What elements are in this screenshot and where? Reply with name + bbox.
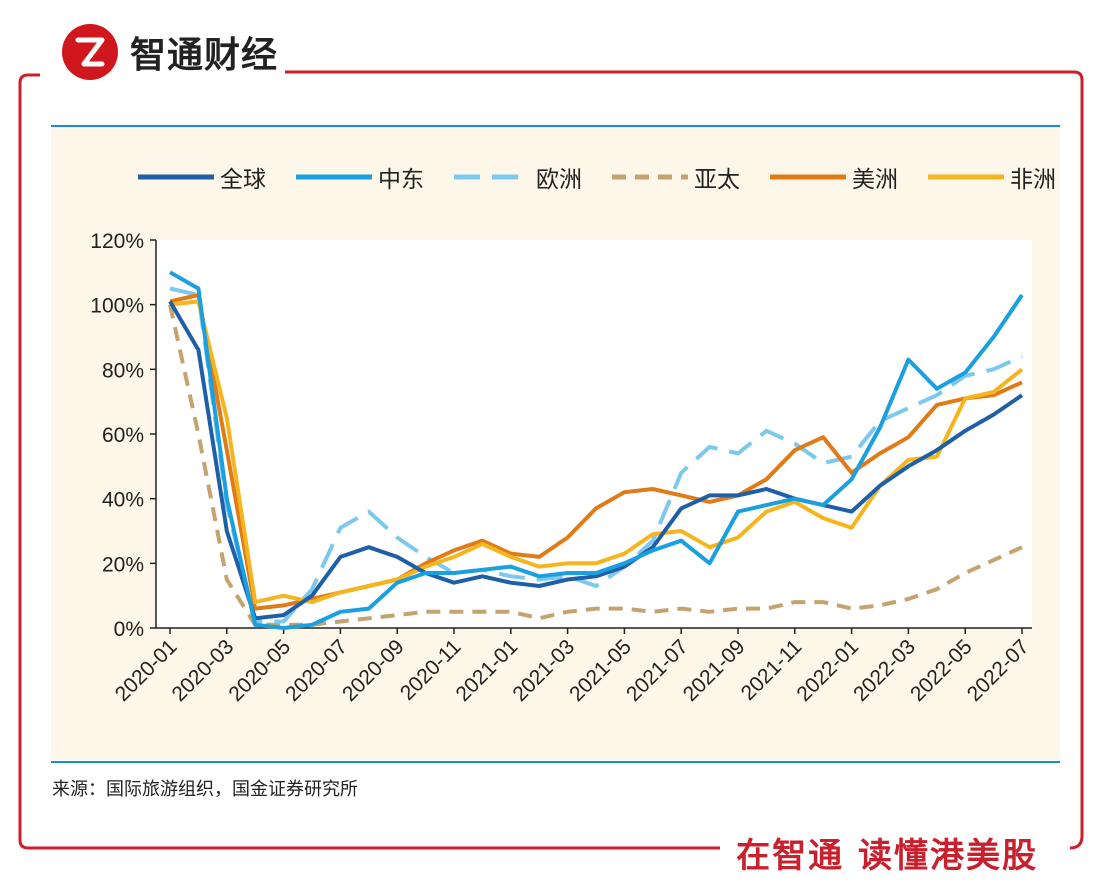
source-note: 来源：国际旅游组织，国金证券研究所 [52, 779, 358, 800]
y-tick-label: 20% [102, 553, 144, 576]
legend-label: 非洲 [1010, 167, 1056, 193]
x-tick-label: 2022-01 [792, 635, 863, 706]
legend-swatch [138, 174, 214, 180]
frame-left-border [18, 73, 720, 850]
legend-label: 欧洲 [536, 167, 582, 193]
legend-label: 中东 [378, 167, 424, 193]
legend-label: 美洲 [852, 167, 898, 193]
legend-item: 全球 [138, 160, 266, 194]
brand-logo-icon [62, 24, 118, 80]
x-tick-label: 2022-03 [849, 635, 920, 706]
y-tick-label: 100% [90, 295, 144, 318]
brand-header: 智通财经 [62, 24, 278, 80]
legend-swatch [770, 174, 846, 180]
x-tick-label: 2021-07 [622, 635, 693, 706]
legend-label: 全球 [220, 167, 266, 193]
frame-right-border [285, 70, 1084, 850]
chart-legend: 全球 中东 欧洲 亚太 美洲 非洲 [138, 160, 1086, 194]
legend-item: 美洲 [770, 160, 898, 194]
x-tick-label: 2020-07 [281, 635, 352, 706]
x-tick-label: 2020-03 [168, 635, 239, 706]
x-tick-label: 2021-01 [452, 635, 523, 706]
legend-item: 亚太 [612, 160, 740, 194]
y-tick-label: 80% [102, 359, 144, 382]
series-line-2 [169, 270, 1024, 630]
legend-item: 欧洲 [454, 160, 582, 194]
brand-name: 智通财经 [130, 35, 279, 76]
x-tick-label: 2021-09 [679, 635, 750, 706]
legend-swatch [612, 174, 688, 180]
y-tick-label: 120% [90, 230, 144, 253]
legend-item: 中东 [296, 160, 424, 194]
x-tick-label: 2020-01 [111, 635, 182, 706]
x-tick-label: 2021-05 [565, 635, 636, 706]
x-tick-label: 2020-09 [338, 635, 409, 706]
x-tick-label: 2022-07 [963, 635, 1034, 706]
series-line-3 [169, 286, 1023, 624]
plot-area [156, 240, 1032, 628]
series-line-4 [168, 304, 1023, 627]
slogan: 在智通 读懂港美股 [726, 828, 1048, 877]
x-tick-label: 2020-05 [224, 635, 295, 706]
logo-glyph-icon [75, 37, 105, 67]
y-tick-label: 60% [102, 424, 144, 447]
legend-swatch [296, 174, 372, 180]
series-line-5 [169, 293, 1023, 611]
legend-swatch [928, 174, 1004, 180]
legend-label: 亚太 [694, 167, 740, 193]
legend-swatch [454, 174, 530, 180]
x-tick-label: 2022-05 [906, 635, 977, 706]
x-tick-label: 2021-03 [508, 635, 579, 706]
y-tick-label: 40% [102, 489, 144, 512]
legend-item: 非洲 [928, 160, 1056, 194]
y-tick-label: 0% [114, 618, 144, 641]
series-line-1 [168, 300, 1024, 621]
